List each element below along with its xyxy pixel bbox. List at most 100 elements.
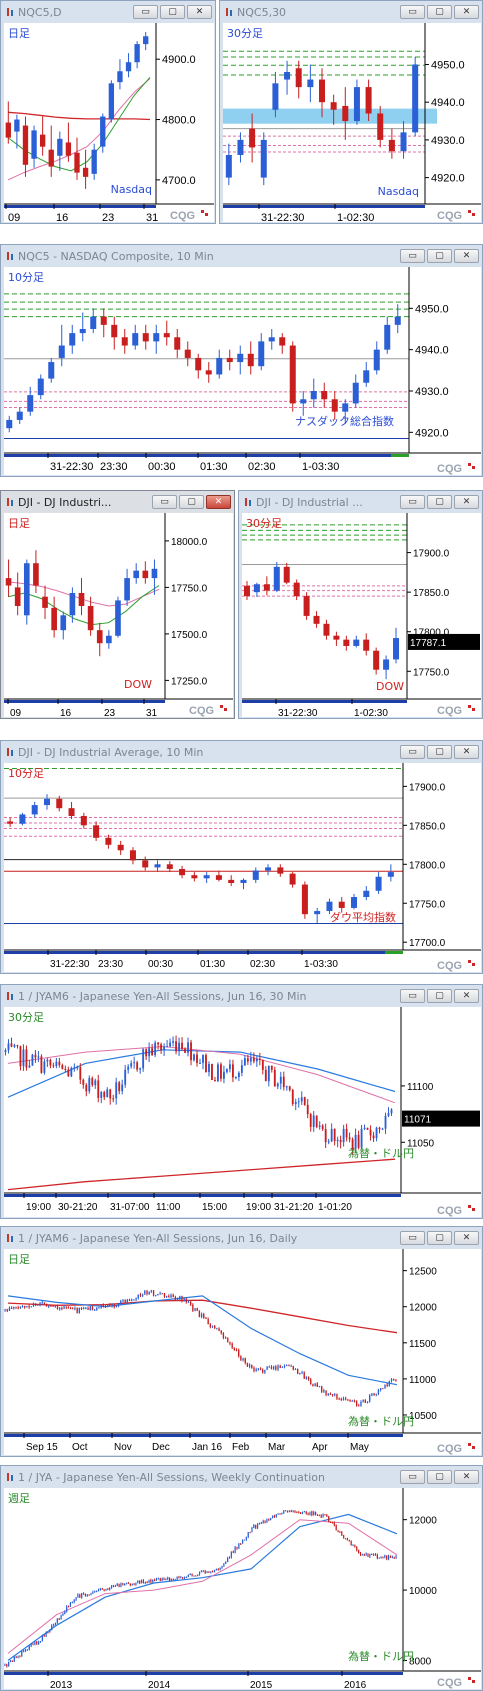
candle-body <box>48 149 54 167</box>
maximize-button[interactable]: ▢ <box>427 745 452 759</box>
candle-body <box>79 1594 81 1598</box>
window-titlebar[interactable]: DJI - DJ Industri... ▭ ▢ ✕ <box>1 491 234 513</box>
x-tick-label: 11:00 <box>156 1202 181 1213</box>
chart-area[interactable]: 4950.0 4940.0 4930.0 4920.0 31-22:30 1-02:30 3… <box>223 23 481 222</box>
chart-area[interactable]: 12000 10000 8000 2013 2014 2015 2016 週足 為替・ドル円 CQ… <box>4 1488 481 1689</box>
candle-body <box>258 1058 261 1060</box>
chart-window[interactable]: DJI - DJ Industrial Average, 10 Min ▭ ▢ ✕ … <box>0 740 483 974</box>
chart-background <box>4 1249 481 1455</box>
y-tick-label: 17700.0 <box>409 938 446 949</box>
chart-area[interactable]: 18000.0 17750.0 17500.0 17250.0 09 16 23 31 日足 DO… <box>4 513 233 717</box>
candle-body <box>77 1594 79 1598</box>
chart-window[interactable]: DJI - DJ Industri... ▭ ▢ ✕ 18000.0 17750.0 1… <box>0 490 235 719</box>
window-titlebar[interactable]: 1 / JYA - Japanese Yen-All Sessions, Wee… <box>1 1466 482 1488</box>
chart-window-icon <box>6 8 14 16</box>
minimize-button[interactable]: ▭ <box>400 5 425 19</box>
y-tick-label: 17500.0 <box>171 630 208 641</box>
candle-body <box>65 142 72 156</box>
candle-body <box>73 1599 75 1603</box>
candle-body <box>202 1571 204 1573</box>
candle-body <box>111 1585 113 1588</box>
candle-body <box>159 1578 161 1581</box>
window-title: NQC5,D <box>18 5 62 19</box>
window-titlebar[interactable]: 1 / JYAM6 - Japanese Yen-All Sessions, J… <box>1 985 482 1007</box>
chart-area[interactable]: 17900.0 17850.0 17800.0 17750.0 17787.1 31-22… <box>242 513 481 717</box>
candle-body <box>54 1622 57 1625</box>
candle-body <box>245 1537 247 1540</box>
period-label: 30分足 <box>246 517 282 530</box>
minimize-button[interactable]: ▭ <box>400 249 425 263</box>
candle-body <box>154 1042 157 1056</box>
minimize-button[interactable]: ▭ <box>400 1231 425 1245</box>
candle-body <box>135 1298 137 1300</box>
window-titlebar[interactable]: NQC5,D ▭ ▢ ✕ <box>1 1 215 23</box>
minimize-button[interactable]: ▭ <box>400 1470 425 1484</box>
minimize-button[interactable]: ▭ <box>400 495 425 509</box>
maximize-button[interactable]: ▢ <box>427 5 452 19</box>
chart-window[interactable]: 1 / JYA - Japanese Yen-All Sessions, Wee… <box>0 1465 483 1691</box>
window-titlebar[interactable]: 1 / JYAM6 - Japanese Yen-All Sessions, J… <box>1 1227 482 1249</box>
maximize-button[interactable]: ▢ <box>160 5 185 19</box>
chart-window[interactable]: DJI - DJ Industrial ... ▭ ▢ ✕ 17900.0 17850… <box>238 490 483 719</box>
close-button[interactable]: ✕ <box>454 745 479 759</box>
maximize-button[interactable]: ▢ <box>427 1470 452 1484</box>
chart-window[interactable]: NQC5,30 ▭ ▢ ✕ 4950.0 4940.0 4930.0 4920.0 31-2… <box>219 0 483 224</box>
candle-body <box>309 1511 311 1515</box>
candle-body <box>94 1591 96 1593</box>
chart-area[interactable]: 12500 12000 11500 11000 10500 Sep 15 Oct Nov Dec… <box>4 1249 481 1455</box>
close-button[interactable]: ✕ <box>454 249 479 263</box>
minimize-button[interactable]: ▭ <box>133 5 158 19</box>
candle-body <box>85 1084 88 1092</box>
candle-body <box>264 1069 267 1082</box>
candle-body <box>380 1557 382 1559</box>
candle-body <box>270 1065 273 1070</box>
x-tick-label: Sep 15 <box>26 1442 58 1453</box>
candle-body <box>28 1645 30 1650</box>
x-tick-label: Oct <box>72 1442 88 1453</box>
chart-window[interactable]: 1 / JYAM6 - Japanese Yen-All Sessions, J… <box>0 984 483 1219</box>
candle-body <box>335 1525 337 1531</box>
close-button[interactable]: ✕ <box>454 1231 479 1245</box>
y-tick-label: 10500 <box>409 1411 437 1422</box>
chart-area[interactable]: 17900.0 17850.0 17800.0 17750.0 17700.0 31-22… <box>4 763 481 972</box>
close-button[interactable]: ✕ <box>206 495 231 509</box>
candle-body <box>165 1295 168 1297</box>
chart-area[interactable]: 4900.0 4800.0 4700.0 09 16 23 31 日足 Nasdaq CQG <box>4 23 214 222</box>
chart-window[interactable]: NQC5,D ▭ ▢ ✕ 4900.0 4800.0 4700.0 09 16 23 31 日足 N… <box>0 0 216 224</box>
candle-body <box>45 1632 47 1637</box>
candle-body <box>196 1054 198 1064</box>
chart-area[interactable]: 4950.0 4940.0 4930.0 4920.0 31-22:30 23:30 00:… <box>4 267 481 475</box>
candle-body <box>181 1042 183 1049</box>
close-button[interactable]: ✕ <box>187 5 212 19</box>
minimize-button[interactable]: ▭ <box>400 745 425 759</box>
chart-window[interactable]: NQC5 - NASDAQ Composite, 10 Min ▭ ▢ ✕ 4950… <box>0 244 483 477</box>
candle-body <box>316 1383 318 1387</box>
candle-body <box>289 345 296 404</box>
close-button[interactable]: ✕ <box>454 1470 479 1484</box>
session-bar <box>4 454 409 457</box>
close-button[interactable]: ✕ <box>454 989 479 1003</box>
maximize-button[interactable]: ▢ <box>179 495 204 509</box>
window-titlebar[interactable]: NQC5,30 ▭ ▢ ✕ <box>220 1 482 23</box>
candle-body <box>234 1076 237 1078</box>
maximize-button[interactable]: ▢ <box>427 989 452 1003</box>
candle-body <box>265 867 272 871</box>
minimize-button[interactable]: ▭ <box>400 989 425 1003</box>
maximize-button[interactable]: ▢ <box>427 495 452 509</box>
candle-body <box>305 1376 308 1379</box>
close-button[interactable]: ✕ <box>454 495 479 509</box>
window-title: 1 / JYAM6 - Japanese Yen-All Sessions, J… <box>18 1231 298 1245</box>
chart-area[interactable]: 11100 11050 11071 19:00 30-21:20 31-07:00 11:0… <box>4 1007 481 1217</box>
chart-window[interactable]: 1 / JYAM6 - Japanese Yen-All Sessions, J… <box>0 1226 483 1457</box>
window-titlebar[interactable]: DJI - DJ Industrial ... ▭ ▢ ✕ <box>239 491 482 513</box>
session-bar <box>4 1434 403 1437</box>
maximize-button[interactable]: ▢ <box>427 249 452 263</box>
candle-body <box>366 1401 369 1403</box>
maximize-button[interactable]: ▢ <box>427 1231 452 1245</box>
minimize-button[interactable]: ▭ <box>152 495 177 509</box>
window-titlebar[interactable]: DJI - DJ Industrial Average, 10 Min ▭ ▢ ✕ <box>1 741 482 763</box>
close-button[interactable]: ✕ <box>454 5 479 19</box>
logo-mark <box>472 1680 475 1683</box>
window-titlebar[interactable]: NQC5 - NASDAQ Composite, 10 Min ▭ ▢ ✕ <box>1 245 482 267</box>
candle-body <box>143 36 149 45</box>
